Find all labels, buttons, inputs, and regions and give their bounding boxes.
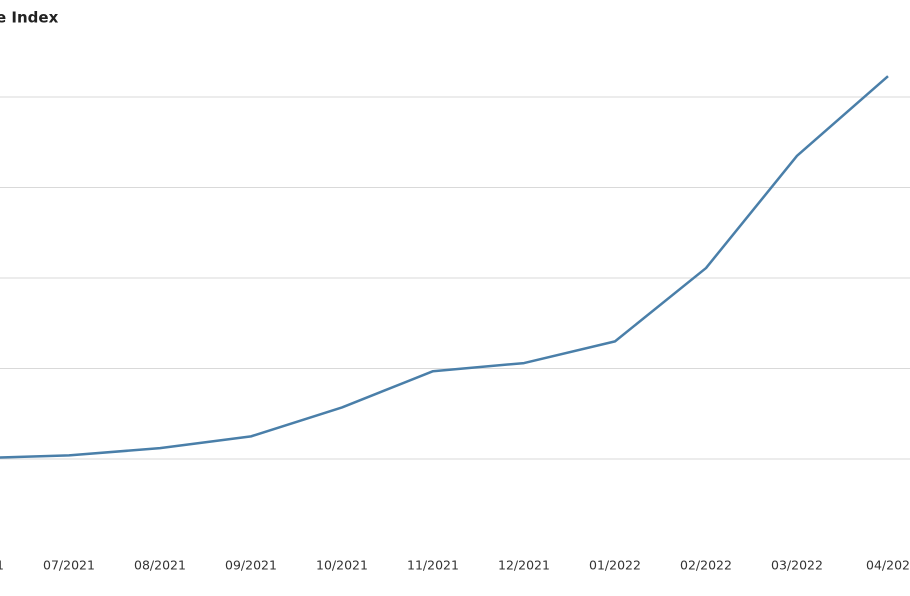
x-tick-label: 1 [0,558,4,573]
x-tick-label: 12/2021 [498,558,550,573]
x-tick-label: 09/2021 [225,558,277,573]
x-tick-label: 01/2022 [589,558,641,573]
x-tick-label: 11/2021 [407,558,459,573]
x-tick-label: 10/2021 [316,558,368,573]
chart-title: e Index [0,9,59,27]
x-tick-label: 07/2021 [43,558,95,573]
x-tick-label: 03/2022 [771,558,823,573]
data-line [0,75,889,459]
x-tick-label: 08/2021 [134,558,186,573]
x-tick-label: 04/202 [866,558,910,573]
x-tick-label: 02/2022 [680,558,732,573]
